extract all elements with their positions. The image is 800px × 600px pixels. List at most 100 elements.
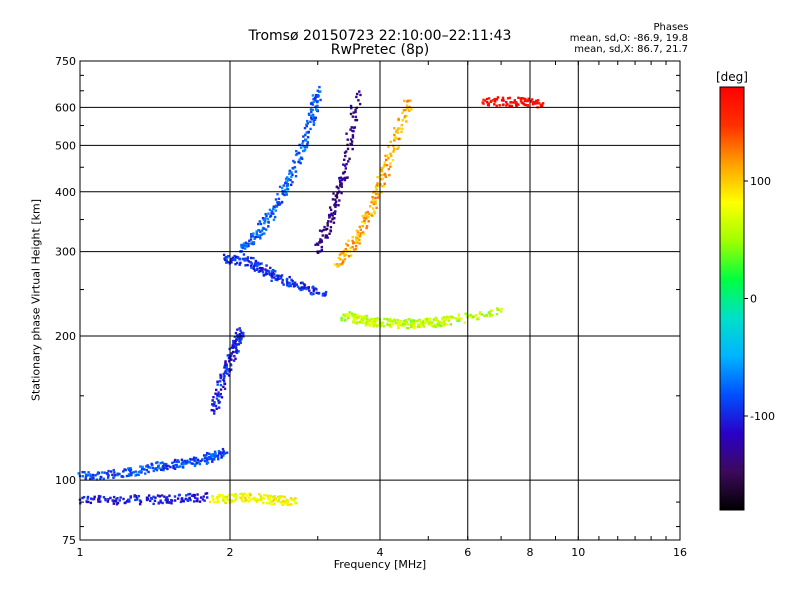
echo-point xyxy=(341,262,344,265)
echo-point xyxy=(358,315,361,318)
echo-point xyxy=(260,229,264,232)
echo-point xyxy=(147,470,150,474)
echo-point xyxy=(357,99,360,102)
echo-point xyxy=(312,289,315,293)
echo-point xyxy=(349,246,352,250)
echo-point xyxy=(239,329,242,333)
echo-point xyxy=(274,499,278,502)
echo-point xyxy=(304,138,307,141)
echo-point xyxy=(234,339,238,343)
echo-point xyxy=(403,115,407,118)
echo-point xyxy=(242,500,246,503)
echo-point xyxy=(220,396,224,399)
echo-point xyxy=(392,150,395,153)
echo-point xyxy=(345,313,348,316)
echo-point xyxy=(360,315,363,319)
echo-point xyxy=(156,494,160,497)
echo-point xyxy=(442,320,446,324)
echo-point xyxy=(377,324,380,327)
echo-point xyxy=(113,499,116,502)
echo-trace-2 xyxy=(210,327,245,415)
echo-point xyxy=(380,167,384,170)
echo-point xyxy=(217,391,220,394)
echo-point xyxy=(399,320,402,323)
echo-point xyxy=(216,456,220,460)
echo-point xyxy=(158,495,162,498)
echo-point xyxy=(515,102,519,105)
echo-point xyxy=(392,148,396,152)
echo-point xyxy=(222,454,225,457)
echo-point xyxy=(272,218,276,222)
echo-point xyxy=(530,100,533,103)
echo-point xyxy=(120,475,124,478)
echo-point xyxy=(236,256,240,260)
echo-point xyxy=(272,273,276,276)
echo-point xyxy=(250,266,253,269)
echo-point xyxy=(371,195,374,199)
echo-point xyxy=(284,181,287,185)
echo-point xyxy=(189,498,192,502)
echo-point xyxy=(382,165,386,168)
echo-point xyxy=(354,241,358,245)
colorbar-unit-label: [deg] xyxy=(716,70,748,84)
echo-point xyxy=(250,242,253,245)
echo-point xyxy=(290,278,293,282)
echo-point xyxy=(301,142,304,145)
echo-point xyxy=(485,97,489,101)
echo-point xyxy=(227,369,230,372)
echo-point xyxy=(366,210,369,214)
echo-point xyxy=(486,100,489,104)
echo-point xyxy=(238,258,241,261)
echo-trace-0 xyxy=(78,492,209,506)
echo-point xyxy=(232,495,236,498)
echo-point xyxy=(267,225,270,228)
echo-point xyxy=(111,499,114,502)
echo-point xyxy=(380,191,383,194)
echo-point xyxy=(137,473,140,477)
echo-point xyxy=(268,270,271,273)
echo-point xyxy=(521,102,525,105)
echo-point xyxy=(156,461,159,464)
echo-point xyxy=(240,243,243,247)
echo-point xyxy=(242,331,245,335)
echo-point xyxy=(320,230,324,233)
echo-point xyxy=(279,275,283,278)
echo-point xyxy=(127,468,131,471)
echo-point xyxy=(208,452,211,456)
echo-point xyxy=(367,322,371,325)
echo-point xyxy=(347,254,351,258)
echo-point xyxy=(232,345,235,349)
echo-point xyxy=(90,497,93,500)
echo-point xyxy=(219,373,222,377)
echo-point xyxy=(357,232,360,236)
echo-point xyxy=(335,196,339,199)
echo-point xyxy=(285,278,289,282)
echo-point xyxy=(286,499,289,502)
echo-point xyxy=(128,470,132,473)
echo-point xyxy=(257,498,260,501)
echo-point xyxy=(534,102,537,105)
echo-point xyxy=(541,102,545,105)
echo-point xyxy=(112,468,115,472)
echo-point xyxy=(343,158,346,162)
echo-point xyxy=(96,471,100,474)
echo-point xyxy=(259,222,263,226)
echo-point xyxy=(215,454,219,458)
echo-point xyxy=(383,161,386,164)
echo-point xyxy=(219,392,223,396)
echo-point xyxy=(244,257,247,260)
echo-point xyxy=(304,133,307,137)
phase-stats: Phases mean, sd,O: -86.9, 19.8 mean, sd,… xyxy=(570,22,689,55)
echo-point xyxy=(205,451,209,455)
echo-point xyxy=(293,166,297,169)
echo-point xyxy=(367,220,370,223)
echo-point xyxy=(138,499,142,502)
echo-point xyxy=(190,494,194,497)
echo-point xyxy=(456,319,459,322)
echo-point xyxy=(496,308,499,311)
echo-point xyxy=(227,254,230,258)
echo-point xyxy=(311,292,315,295)
echo-point xyxy=(186,499,190,502)
echo-point xyxy=(454,316,457,320)
echo-point xyxy=(262,273,266,277)
